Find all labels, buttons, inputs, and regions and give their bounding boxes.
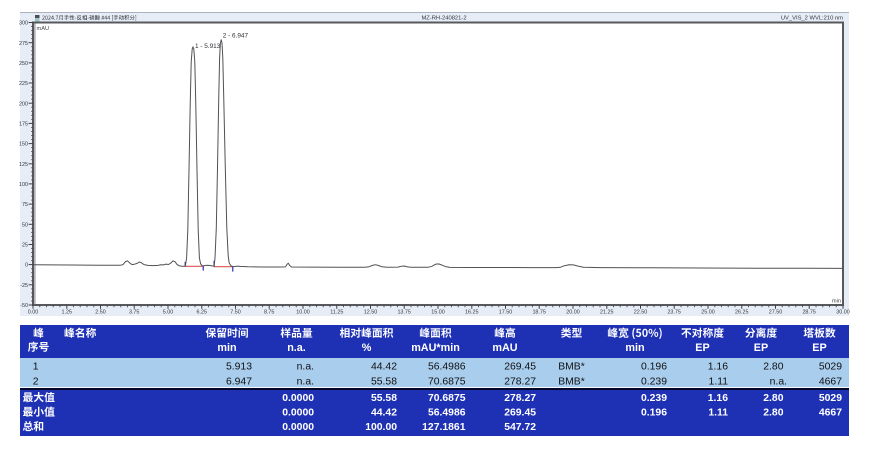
svg-text:2.80: 2.80 xyxy=(763,361,783,372)
svg-text:21.25: 21.25 xyxy=(600,309,614,315)
svg-text:4667: 4667 xyxy=(819,408,842,419)
svg-text:175: 175 xyxy=(19,122,28,128)
svg-text:n.a.: n.a. xyxy=(297,376,314,387)
svg-text:269.45: 269.45 xyxy=(504,361,536,372)
svg-text:2.50: 2.50 xyxy=(95,309,106,315)
svg-text:10.00: 10.00 xyxy=(296,309,310,315)
svg-text:25.00: 25.00 xyxy=(701,309,715,315)
svg-text:0.239: 0.239 xyxy=(641,393,667,404)
svg-text:4667: 4667 xyxy=(819,376,842,387)
svg-text:15.00: 15.00 xyxy=(431,309,445,315)
svg-text:5.00: 5.00 xyxy=(163,309,174,315)
svg-text:0: 0 xyxy=(25,263,28,269)
svg-text:26.25: 26.25 xyxy=(735,309,749,315)
svg-text:225: 225 xyxy=(19,81,28,87)
svg-text:11.25: 11.25 xyxy=(330,309,343,315)
svg-text:300: 300 xyxy=(19,21,28,27)
svg-text:150: 150 xyxy=(19,142,28,148)
svg-text:12.50: 12.50 xyxy=(364,309,378,315)
svg-text:13.75: 13.75 xyxy=(397,309,411,315)
svg-text:44.42: 44.42 xyxy=(371,361,397,372)
svg-text:25: 25 xyxy=(22,243,28,249)
svg-text:1.11: 1.11 xyxy=(709,376,729,387)
svg-text:56.4986: 56.4986 xyxy=(428,408,466,419)
svg-text:n.a.: n.a. xyxy=(770,376,787,387)
svg-text:18.75: 18.75 xyxy=(532,309,546,315)
svg-text:0.0000: 0.0000 xyxy=(282,422,314,433)
svg-text:44.42: 44.42 xyxy=(371,408,397,419)
svg-text:5029: 5029 xyxy=(819,393,842,404)
svg-text:50: 50 xyxy=(22,222,28,228)
svg-text:0.196: 0.196 xyxy=(641,361,667,372)
svg-text:-50: -50 xyxy=(20,303,28,309)
svg-text:min: min xyxy=(832,299,841,305)
svg-text:28.75: 28.75 xyxy=(802,309,816,315)
svg-text:1.11: 1.11 xyxy=(708,408,728,419)
svg-text:1.16: 1.16 xyxy=(708,361,728,372)
svg-text:EP: EP xyxy=(812,342,826,354)
svg-text:16.25: 16.25 xyxy=(465,309,479,315)
svg-text:mAU: mAU xyxy=(492,342,517,354)
svg-text:2.80: 2.80 xyxy=(763,393,783,404)
svg-text:30.00: 30.00 xyxy=(836,309,850,315)
svg-text:127.1861: 127.1861 xyxy=(422,422,466,433)
svg-text:23.75: 23.75 xyxy=(667,309,681,315)
svg-text:EP: EP xyxy=(695,342,709,354)
svg-text:0.239: 0.239 xyxy=(641,376,667,387)
svg-text:20.00: 20.00 xyxy=(566,309,580,315)
svg-text:269.45: 269.45 xyxy=(504,408,536,419)
svg-text:min: min xyxy=(217,342,236,354)
svg-text:MZ-RH-240821-2: MZ-RH-240821-2 xyxy=(421,15,466,21)
svg-text:5.913: 5.913 xyxy=(226,361,252,372)
svg-text:70.6875: 70.6875 xyxy=(428,393,466,404)
svg-text:22.50: 22.50 xyxy=(634,309,648,315)
svg-text:278.27: 278.27 xyxy=(504,393,536,404)
svg-text:mAU*min: mAU*min xyxy=(411,342,460,354)
svg-text:2: 2 xyxy=(33,376,39,387)
svg-text:17.50: 17.50 xyxy=(499,309,513,315)
svg-text:UV_VIS_2 WVL:210 nm: UV_VIS_2 WVL:210 nm xyxy=(781,15,843,21)
svg-text:100.00: 100.00 xyxy=(365,422,397,433)
svg-text:100: 100 xyxy=(19,182,28,188)
svg-text:55.58: 55.58 xyxy=(371,393,397,404)
svg-text:n.a.: n.a. xyxy=(297,361,314,372)
svg-text:125: 125 xyxy=(19,162,28,168)
svg-text:0.00: 0.00 xyxy=(28,309,39,315)
svg-text:8.75: 8.75 xyxy=(264,309,275,315)
svg-text:2.80: 2.80 xyxy=(763,408,783,419)
svg-text:70.6875: 70.6875 xyxy=(428,376,466,387)
svg-text:275: 275 xyxy=(19,41,28,47)
svg-text:1: 1 xyxy=(33,361,39,372)
svg-text:0.0000: 0.0000 xyxy=(282,408,314,419)
svg-text:BMB*: BMB* xyxy=(558,376,585,387)
svg-text:n.a.: n.a. xyxy=(287,342,306,354)
svg-text:55.58: 55.58 xyxy=(371,376,397,387)
svg-text:EP: EP xyxy=(754,342,768,354)
svg-text:%: % xyxy=(362,342,372,354)
svg-text:547.72: 547.72 xyxy=(504,422,536,433)
svg-text:27.50: 27.50 xyxy=(769,309,783,315)
svg-text:1.16: 1.16 xyxy=(708,393,728,404)
svg-text:0.196: 0.196 xyxy=(641,408,667,419)
svg-text:5029: 5029 xyxy=(819,361,842,372)
svg-text:min: min xyxy=(625,342,644,354)
svg-text:75: 75 xyxy=(22,202,28,208)
svg-text:200: 200 xyxy=(19,101,28,107)
svg-text:-25: -25 xyxy=(20,283,28,289)
svg-text:7.50: 7.50 xyxy=(230,309,241,315)
svg-text:56.4986: 56.4986 xyxy=(428,361,466,372)
svg-text:0.0000: 0.0000 xyxy=(282,393,314,404)
svg-text:278.27: 278.27 xyxy=(504,376,536,387)
svg-text:6.25: 6.25 xyxy=(197,309,208,315)
svg-text:BMB*: BMB* xyxy=(558,361,585,372)
svg-text:250: 250 xyxy=(19,61,28,67)
svg-text:1 - 5.913: 1 - 5.913 xyxy=(195,43,221,50)
svg-text:6.947: 6.947 xyxy=(226,376,252,387)
svg-text:3.75: 3.75 xyxy=(129,309,140,315)
svg-text:2 - 6.947: 2 - 6.947 xyxy=(223,33,249,40)
svg-text:mAU: mAU xyxy=(37,26,50,32)
svg-text:1.25: 1.25 xyxy=(62,309,73,315)
